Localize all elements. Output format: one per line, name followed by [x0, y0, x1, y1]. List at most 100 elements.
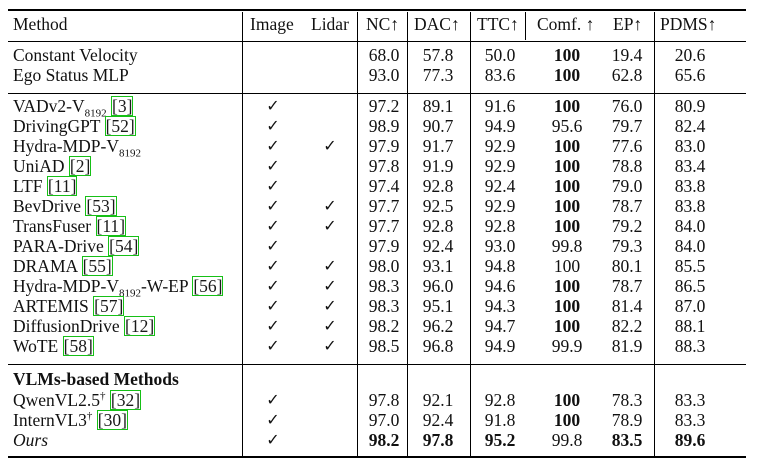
pdms-value: 83.3 [674, 390, 706, 410]
ttc-value: 91.6 [484, 96, 516, 116]
ttc-value: 94.9 [484, 336, 516, 356]
pdms-value: 83.3 [674, 410, 706, 430]
comf-value: 100 [553, 156, 581, 176]
header-pdms: PDMS↑ [660, 14, 717, 34]
ttc-value: 92.9 [484, 136, 516, 156]
dac-value: 90.7 [422, 116, 454, 136]
citation-link[interactable]: 58 [69, 336, 87, 356]
method-label: BevDrive [13, 196, 82, 216]
nc-value: 97.7 [368, 196, 400, 216]
pdms-value: 65.6 [674, 65, 706, 85]
image-check-mark: ✓ [266, 276, 280, 295]
citation-link[interactable]: 32 [116, 390, 135, 410]
citation-box[interactable]: [2] [68, 156, 92, 176]
nc-value: 97.0 [368, 410, 400, 430]
image-check-mark: ✓ [266, 410, 280, 429]
method-name: DRAMA [55] [13, 256, 113, 276]
nc-value: 68.0 [368, 45, 400, 65]
method-label: WoTE [13, 336, 59, 356]
citation-box[interactable]: [57] [93, 296, 125, 316]
ep-value: 81.9 [611, 336, 643, 356]
citation-link[interactable]: 11 [53, 176, 71, 196]
citation-box[interactable]: [3] [111, 96, 134, 116]
dac-value: 92.8 [422, 176, 454, 196]
nc-value: 97.9 [368, 236, 400, 256]
header-mini-separator [525, 12, 526, 40]
citation-box[interactable]: [32] [109, 390, 142, 410]
citation-box[interactable]: [11] [95, 216, 127, 236]
citation-box[interactable]: [54] [108, 236, 140, 256]
image-check-mark: ✓ [266, 256, 280, 275]
ep-value: 82.2 [611, 316, 643, 336]
citation-link[interactable]: 55 [88, 256, 106, 276]
ttc-value: 92.8 [484, 216, 516, 236]
image-check-mark: ✓ [266, 96, 280, 115]
lidar-separator [357, 12, 358, 456]
dac-value: 91.9 [422, 156, 454, 176]
header-lidar: Lidar [311, 14, 349, 34]
citation-link[interactable]: 56 [199, 276, 217, 296]
citation-box[interactable]: [53] [85, 196, 117, 216]
pdms-value: 86.5 [674, 276, 706, 296]
citation-link[interactable]: 11 [102, 216, 120, 236]
comf-value: 100 [553, 410, 581, 430]
method-name: WoTE [58] [13, 336, 94, 356]
method-name: InternVL3† [30] [13, 410, 128, 430]
citation-box[interactable]: [11] [46, 176, 78, 196]
ep-value: 78.8 [611, 156, 643, 176]
dac-value: 96.2 [422, 316, 454, 336]
dac-value: 92.4 [422, 236, 454, 256]
pdms-value: 88.3 [674, 336, 706, 356]
method-name: PARA-Drive [54] [13, 236, 140, 256]
method-label: DiffusionDrive [13, 316, 120, 336]
ep-value: 62.8 [611, 65, 643, 85]
method-name: ARTEMIS [57] [13, 296, 125, 316]
citation-link[interactable]: 54 [114, 236, 133, 256]
method-label: QwenVL2.5 [13, 390, 100, 410]
image-check-mark: ✓ [266, 236, 280, 255]
comf-value: 100 [553, 45, 581, 65]
nc-value: 93.0 [368, 65, 400, 85]
citation-box[interactable]: [55] [81, 256, 113, 276]
citation-box[interactable]: [58] [62, 336, 94, 356]
ep-value: 19.4 [611, 45, 643, 65]
ttc-value: 94.8 [484, 256, 516, 276]
method-subscript: 8192 [84, 107, 107, 120]
comf-value: 99.8 [551, 430, 583, 450]
nc-value: 97.9 [368, 136, 400, 156]
dac-value: 57.8 [422, 45, 454, 65]
nc-value: 98.0 [368, 256, 400, 276]
method-label: Hydra-MDP-V [13, 276, 119, 296]
nc-value: 98.2 [368, 430, 400, 450]
nc-value: 97.8 [368, 390, 400, 410]
method-label: DRAMA [13, 256, 78, 276]
dac-value: 96.8 [422, 336, 454, 356]
comf-value: 100 [553, 65, 581, 85]
lidar-check-mark: ✓ [323, 316, 337, 335]
image-check-mark: ✓ [266, 216, 280, 235]
method-name: Hydra-MDP-V8192 [13, 136, 141, 159]
citation-link[interactable]: 57 [99, 296, 118, 316]
lidar-check-mark: ✓ [323, 296, 337, 315]
citation-link[interactable]: 2 [75, 156, 85, 176]
pdms-value: 87.0 [674, 296, 706, 316]
pdms-value: 85.5 [674, 256, 706, 276]
method-label: DrivingGPT [13, 116, 101, 136]
header-dac: DAC↑ [414, 14, 460, 34]
citation-link[interactable]: 53 [92, 196, 110, 216]
method-label: TransFuser [13, 216, 92, 236]
dac-value: 95.1 [422, 296, 454, 316]
citation-link[interactable]: 3 [117, 96, 127, 116]
citation-box[interactable]: [56] [192, 276, 224, 296]
image-check-mark: ✓ [266, 136, 280, 155]
citation-box[interactable]: [30] [96, 410, 128, 430]
citation-box[interactable]: [12] [123, 316, 156, 336]
citation-link[interactable]: 30 [103, 410, 122, 430]
method-name: Constant Velocity [13, 45, 138, 65]
image-check-mark: ✓ [266, 156, 280, 175]
header-image: Image [250, 14, 294, 34]
pdms-value: 83.8 [674, 176, 706, 196]
citation-link[interactable]: 52 [111, 116, 129, 136]
citation-link[interactable]: 12 [130, 316, 149, 336]
citation-box[interactable]: [52] [104, 116, 136, 136]
